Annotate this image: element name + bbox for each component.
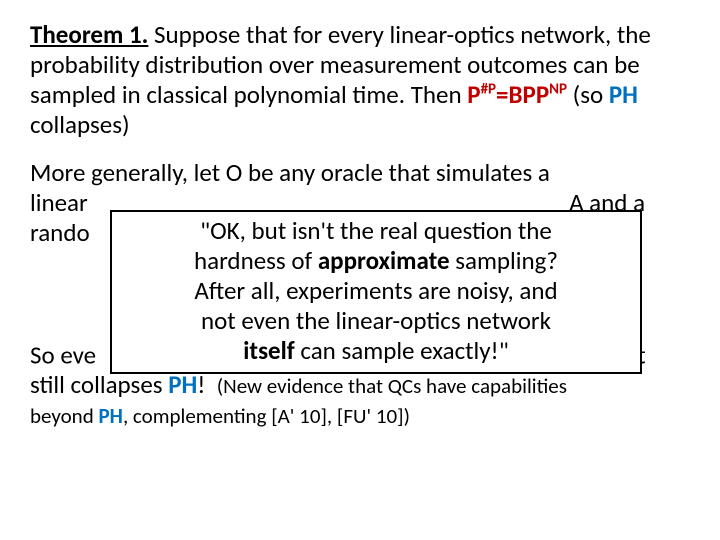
ph-3: PH	[99, 403, 123, 429]
ov-l1: "OK, but isn't the real question the	[200, 215, 552, 246]
so-open: (so	[567, 79, 609, 110]
ov-l2a: hardness of	[194, 245, 318, 276]
slide: Theorem 1. Suppose that for every linear…	[0, 0, 720, 540]
mid-line1: More generally, let O be any oracle that…	[30, 157, 550, 188]
theorem-label: Theorem 1.	[30, 19, 148, 50]
mid-line2a: linear	[30, 187, 88, 218]
ov-l5a: itself	[243, 335, 294, 366]
p-sharp-p-sup: #P	[481, 81, 496, 99]
tail-b: beyond	[30, 403, 99, 429]
equals: =	[496, 79, 508, 110]
theorem-paragraph: Theorem 1. Suppose that for every linear…	[30, 20, 690, 140]
ov-l2b: approximate	[318, 245, 450, 276]
p-sharp-p-p: P	[467, 79, 480, 110]
ov-l3: After all, experiments are noisy, and	[194, 275, 557, 306]
so-even: So eve	[30, 339, 96, 370]
tail-a: (New evidence that QCs have capabilities	[217, 373, 567, 399]
ov-l2c: sampling?	[450, 245, 558, 276]
np-sup: NP	[549, 81, 567, 99]
ph-1: PH	[609, 79, 638, 110]
collapses: collapses)	[30, 109, 130, 140]
ov-l5b: can sample exactly!"	[295, 335, 509, 366]
tail-c: , complementing [A' 10], [FU' 10])	[123, 403, 410, 429]
bpp: BPP	[509, 79, 550, 110]
overlay-box: "OK, but isn't the real question the har…	[110, 210, 642, 374]
ov-l4: not even the linear-optics network	[201, 305, 551, 336]
mid-line3: rando	[30, 217, 90, 248]
